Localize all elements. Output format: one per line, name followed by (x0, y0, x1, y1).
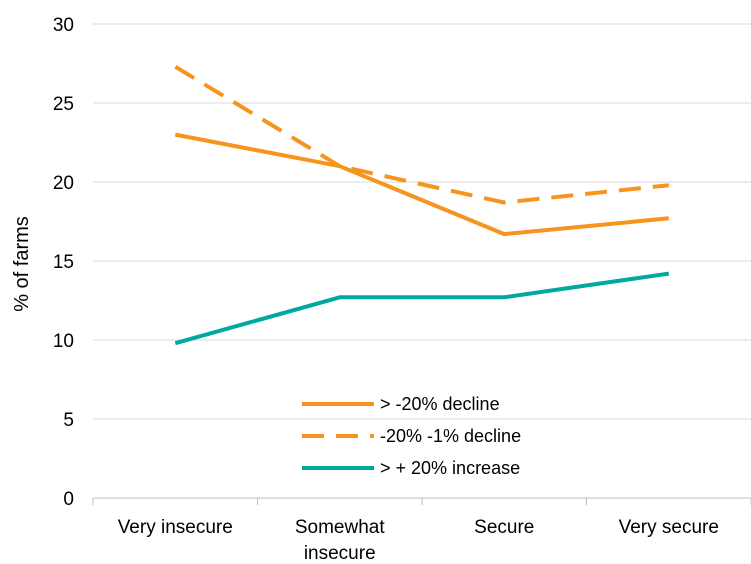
legend-label: > -20% decline (380, 394, 500, 414)
y-axis-title: % of farms (11, 216, 33, 312)
gridlines (93, 23, 751, 420)
x-tick-label: Secure (474, 517, 534, 538)
y-tick-label: 30 (53, 15, 74, 36)
y-tick-label: 25 (53, 94, 74, 115)
y-tick-label: 20 (53, 173, 74, 194)
series-line-2 (174, 64, 670, 205)
x-axis-ticks: Very insecure Somewhat insecure Secure Very … (118, 517, 719, 564)
series-lines (174, 64, 670, 346)
x-axis (92, 497, 751, 505)
legend-label: > + 20% increase (380, 458, 520, 478)
series-line-3 (174, 271, 670, 346)
series-line-1 (174, 132, 669, 237)
legend: > -20% decline -20% -1% decline > + 20% in… (302, 394, 521, 478)
y-tick-label: 0 (63, 489, 74, 510)
legend-label: -20% -1% decline (380, 426, 521, 446)
y-tick-label: 15 (53, 252, 74, 273)
y-tick-label: 5 (63, 410, 74, 431)
x-tick-label: Very secure (619, 517, 719, 538)
x-tick-label: Somewhat insecure (295, 517, 385, 564)
y-tick-label: 10 (53, 331, 74, 352)
y-axis-ticks: 0 5 10 15 20 25 30 (53, 15, 74, 510)
x-tick-label: Very insecure (118, 517, 233, 538)
